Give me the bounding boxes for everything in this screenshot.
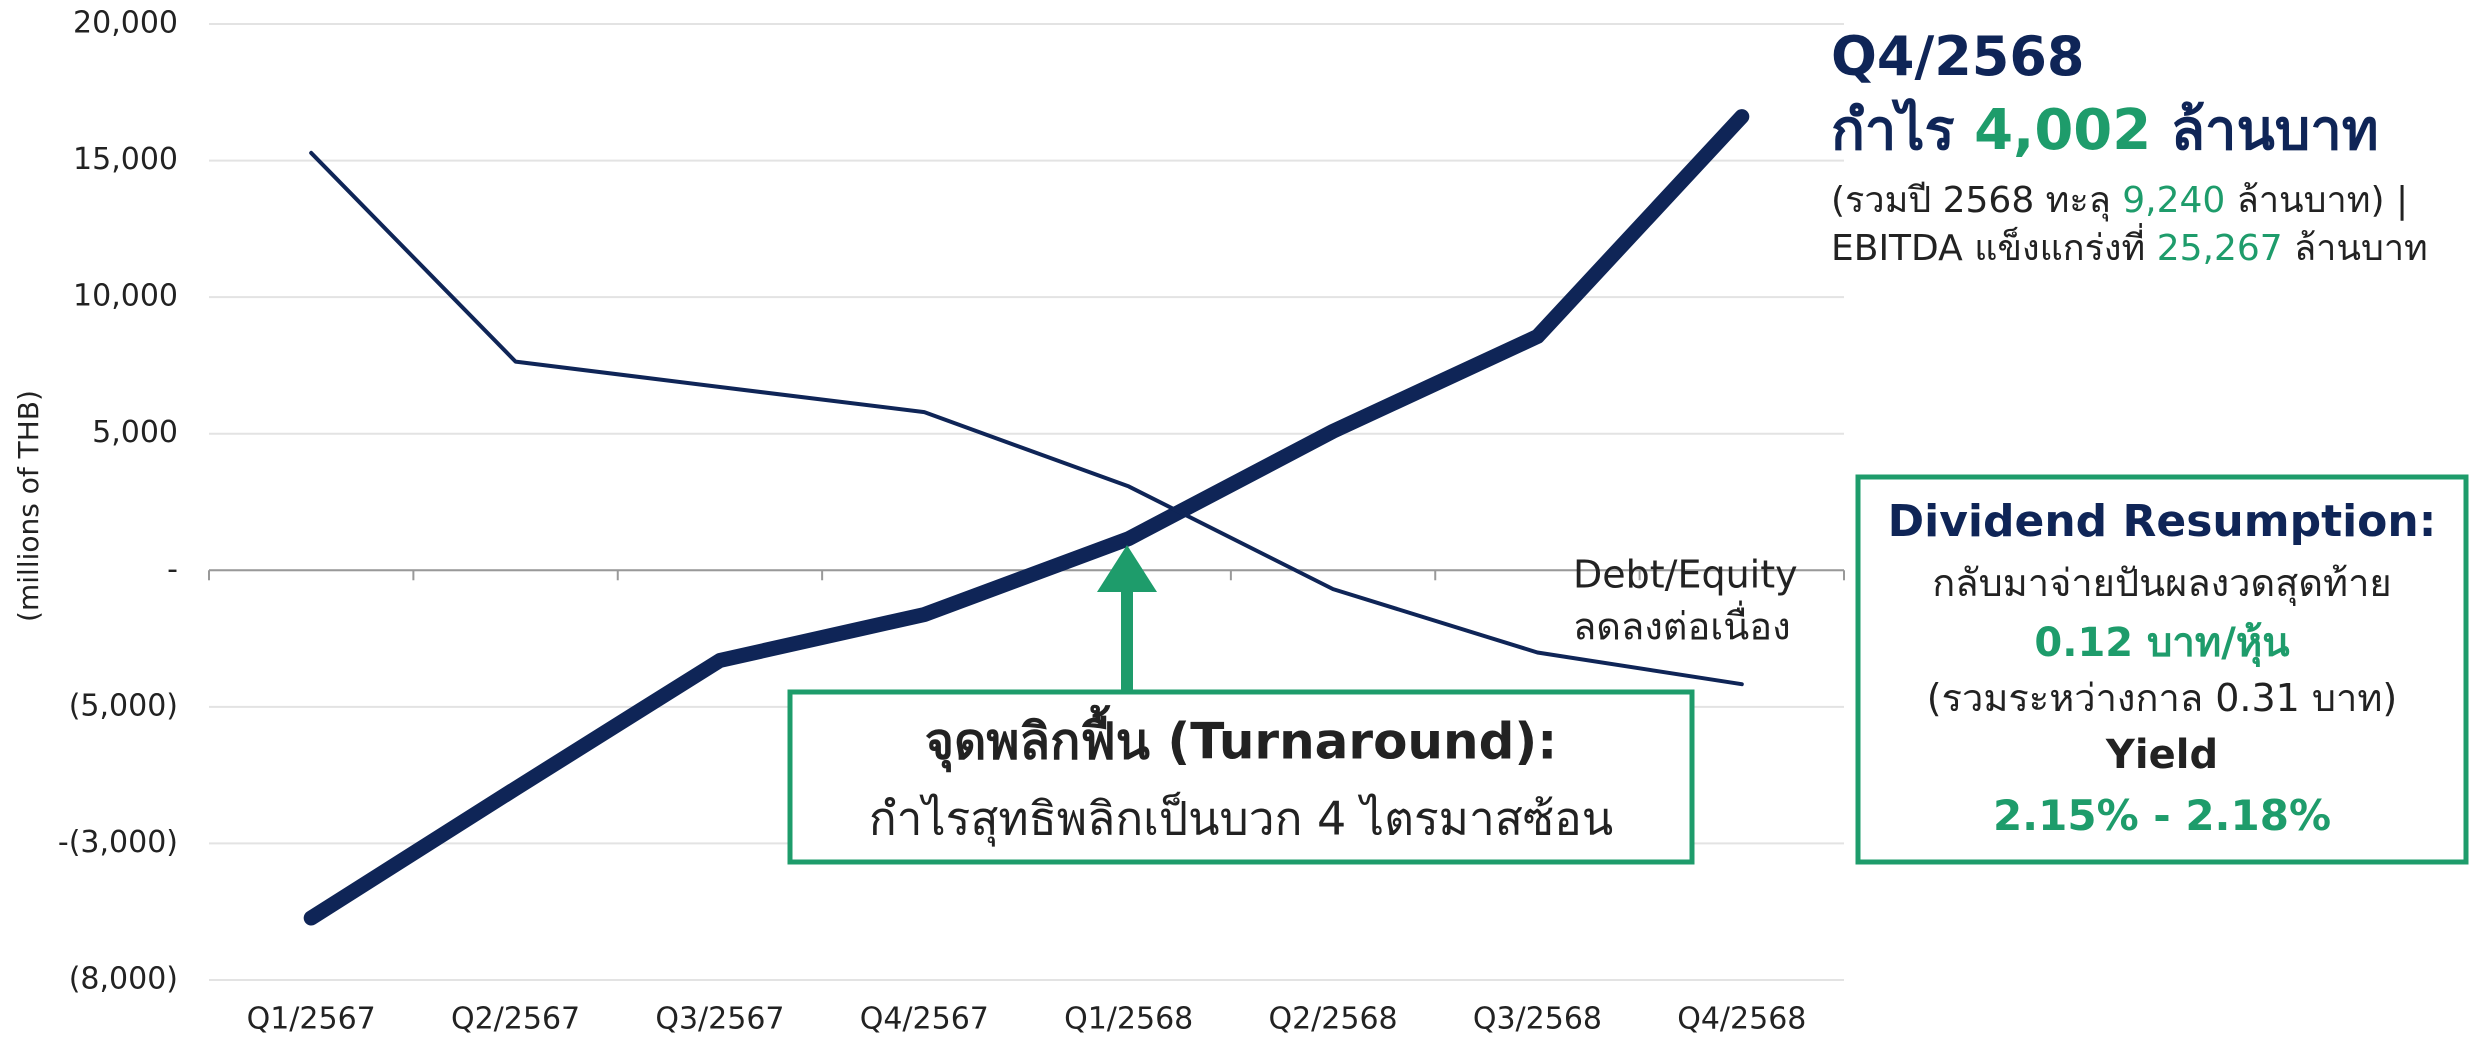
dividend-line: 2.15% - 2.18% <box>1993 791 2331 840</box>
headline-text: Q4/2568 <box>1831 25 2085 88</box>
dividend-text: Yield <box>2105 732 2218 778</box>
debt-note: Debt/Equity <box>1573 553 1798 597</box>
dividend-text: 2.15% - 2.18% <box>1993 791 2331 840</box>
y-tick-label: (8,000) <box>69 962 178 997</box>
y-axis-label: (millions of THB) <box>12 390 45 622</box>
dividend-line: กลับมาจ่ายปันผลงวดสุดท้าย <box>1932 561 2391 606</box>
turnaround-box <box>787 689 1695 865</box>
dividend-text: Dividend Resumption: <box>1888 496 2437 547</box>
dividend-line: 0.12 บาท/หุ้น <box>2034 620 2289 668</box>
dividend-text: กลับมาจ่ายปันผลงวดสุดท้าย <box>1932 561 2391 606</box>
headline-text: ล้านบาท) | <box>2225 180 2408 221</box>
headline-text: 25,267 <box>2157 228 2283 269</box>
series-line <box>303 109 1750 926</box>
x-tick-label: Q2/2568 <box>1268 1002 1397 1037</box>
x-tick-label: Q1/2567 <box>247 1002 376 1037</box>
headline-text: 4,002 <box>1974 98 2151 163</box>
headline-text: (รวมปี 2568 ทะลุ <box>1831 180 2122 222</box>
headline-line: กำไร 4,002 ล้านบาท <box>1831 97 2379 163</box>
y-tick-label: 5,000 <box>92 415 178 450</box>
y-tick-label: 20,000 <box>73 6 178 41</box>
y-tick-label: 15,000 <box>73 142 178 177</box>
dividend-text: 0.12 บาท/หุ้น <box>2034 620 2289 668</box>
x-tick-label: Q4/2568 <box>1677 1002 1806 1037</box>
dividend-line: (รวมระหว่างกาล 0.31 บาท) <box>1927 676 2397 720</box>
y-tick-label: - <box>167 552 178 587</box>
headline-text: ล้านบาท <box>2151 98 2378 163</box>
headline-text: ล้านบาท <box>2283 228 2428 269</box>
dividend-text: (รวมระหว่างกาล 0.31 บาท) <box>1927 676 2397 720</box>
headline-line: (รวมปี 2568 ทะลุ 9,240 ล้านบาท) | <box>1831 180 2408 222</box>
dividend-line: Dividend Resumption: <box>1888 496 2437 547</box>
x-tick-label: Q1/2568 <box>1064 1002 1193 1037</box>
turnaround-title: จุดพลิกฟื้น (Turnaround): <box>925 705 1558 773</box>
x-tick-label: Q3/2568 <box>1473 1002 1602 1037</box>
dividend-line: Yield <box>2105 732 2218 778</box>
y-tick-label: -(3,000) <box>58 825 178 860</box>
x-tick-label: Q2/2567 <box>451 1002 580 1037</box>
headline-text: กำไร <box>1831 97 1974 163</box>
y-tick-label: (5,000) <box>69 688 178 723</box>
x-tick-label: Q3/2567 <box>655 1002 784 1037</box>
arrow-head <box>1097 545 1157 592</box>
debt-note: ลดลงต่อเนื่อง <box>1573 601 1791 649</box>
headline-line: EBITDA แข็งแกร่งที่ 25,267 ล้านบาท <box>1831 223 2428 269</box>
y-tick-label: 10,000 <box>73 279 178 314</box>
headline-line: Q4/2568 <box>1831 25 2085 88</box>
dividend-box <box>1855 474 2469 865</box>
headline-text: 9,240 <box>2122 180 2225 221</box>
turnaround-text: กำไรสุทธิพลิกเป็นบวก 4 ไตรมาสซ้อน <box>869 792 1613 848</box>
headline-text: EBITDA แข็งแกร่งที่ <box>1831 223 2157 269</box>
x-tick-label: Q4/2567 <box>860 1002 989 1037</box>
series-line <box>309 150 1744 687</box>
